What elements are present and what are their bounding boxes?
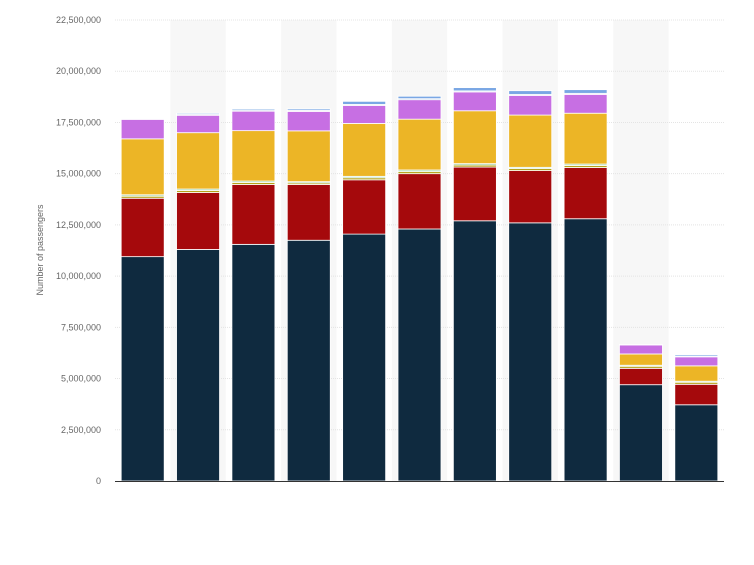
y-tick-label: 12,500,000: [56, 220, 101, 230]
bar-segment: [509, 95, 552, 115]
bar-segment: [619, 354, 662, 365]
y-tick-label: 0: [96, 476, 101, 486]
bar-segment: [287, 111, 330, 130]
bar-segment: [177, 113, 220, 114]
bar-segment: [121, 139, 164, 195]
bar-segment: [619, 368, 662, 384]
bar-segment: [232, 244, 275, 481]
bar-segment: [509, 91, 552, 95]
y-tick-label: 5,000,000: [61, 374, 101, 384]
bar-stack: [619, 345, 662, 481]
bar-segment: [398, 119, 441, 170]
bar-segment: [564, 90, 607, 94]
bar-segment: [398, 174, 441, 229]
y-axis-tick-labels: 0 2,500,000 5,000,000 7,500,000 10,000,000 12…: [56, 15, 101, 486]
y-tick-label: 10,000,000: [56, 271, 101, 281]
bar-segment: [453, 88, 496, 91]
bar-segment: [287, 131, 330, 182]
bar-segment: [509, 115, 552, 167]
bar-stack: [564, 90, 607, 481]
bar-segment: [564, 168, 607, 219]
bar-stack: [398, 96, 441, 481]
bar-segment: [232, 109, 275, 110]
y-tick-label: 2,500,000: [61, 425, 101, 435]
bar-segment: [343, 101, 386, 104]
bar-segment: [121, 257, 164, 481]
bar-segment: [177, 133, 220, 189]
bar-segment: [675, 357, 718, 366]
bar-stack: [287, 109, 330, 481]
bar-segment: [453, 111, 496, 164]
bar-segment: [232, 185, 275, 245]
bar-stack: [509, 91, 552, 481]
bar-segment: [509, 223, 552, 481]
bar-segment: [398, 96, 441, 98]
bar-segment: [398, 100, 441, 119]
bar-segment: [509, 171, 552, 223]
bar-segment: [619, 385, 662, 481]
bar-segment: [343, 180, 386, 234]
bar-stack: [177, 113, 220, 481]
bar-segment: [675, 366, 718, 381]
y-tick-label: 7,500,000: [61, 322, 101, 332]
bar-segment: [287, 185, 330, 241]
bar-segment: [177, 193, 220, 250]
y-tick-label: 17,500,000: [56, 117, 101, 127]
bar-stack: [453, 88, 496, 481]
bar-stack: [675, 355, 718, 481]
bar-segment: [177, 249, 220, 481]
bar-stack: [121, 119, 164, 481]
bar-segment: [287, 109, 330, 110]
bar-segment: [232, 131, 275, 181]
bar-segment: [287, 240, 330, 481]
y-tick-label: 22,500,000: [56, 15, 101, 25]
bar-segment: [453, 167, 496, 221]
bar-segment: [398, 229, 441, 481]
bar-segment: [675, 355, 718, 356]
y-tick-label: 20,000,000: [56, 66, 101, 76]
bar-segment: [121, 198, 164, 256]
y-tick-label: 15,000,000: [56, 169, 101, 179]
bar-segment: [453, 92, 496, 111]
bar-stack: [232, 109, 275, 481]
bar-segment: [564, 113, 607, 164]
bar-segment: [343, 105, 386, 123]
bar-stack: [343, 101, 386, 481]
bar-segment: [232, 111, 275, 130]
bar-segment: [675, 405, 718, 481]
bar-segment: [453, 221, 496, 481]
bar-segment: [619, 345, 662, 354]
bar-segment: [343, 123, 386, 176]
bar-segment: [564, 94, 607, 113]
bar-segment: [564, 219, 607, 481]
bar-segment: [177, 115, 220, 132]
y-axis-label: Number of passengers: [35, 204, 45, 296]
bar-segment: [675, 384, 718, 404]
bar-segment: [121, 119, 164, 138]
bar-segment: [343, 234, 386, 481]
